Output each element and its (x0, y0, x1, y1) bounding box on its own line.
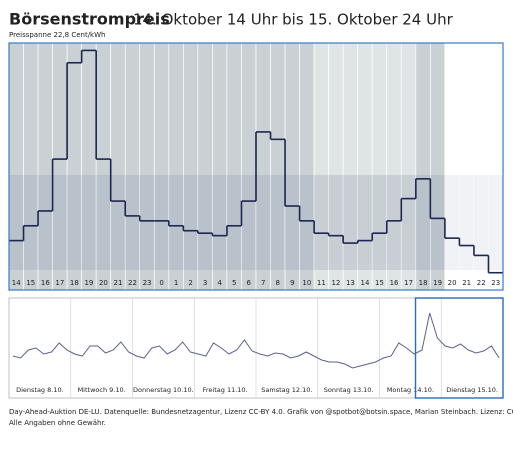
price-line (12, 312, 500, 369)
subtitle: Preisspanne 22,8 Cent/kWh (9, 31, 105, 39)
day-label: Dienstag 8.10. (16, 386, 64, 394)
range-band (314, 175, 329, 270)
x-tick-label: 20 (448, 279, 457, 287)
x-tick-label: 14 (12, 279, 21, 287)
day-label: Dienstag 15.10. (446, 386, 498, 394)
x-tick-label: 17 (404, 279, 413, 287)
range-band (386, 175, 402, 270)
x-tick-label: 1 (174, 279, 178, 287)
range-band (197, 175, 213, 270)
range-band (241, 175, 256, 270)
range-band (444, 175, 460, 270)
x-tick-label: 18 (419, 279, 428, 287)
range-band (372, 175, 387, 270)
day-label: Mittwoch 9.10. (78, 386, 126, 394)
x-tick-label: 19 (433, 279, 442, 287)
x-tick-label: 21 (462, 279, 471, 287)
x-tick-label: 6 (247, 279, 252, 287)
x-tick-label: 16 (41, 279, 50, 287)
x-tick-label: 9 (290, 279, 294, 287)
range-band (459, 175, 474, 270)
range-band (299, 175, 315, 270)
x-tick-label: 10 (302, 279, 311, 287)
footer-line: Day-Ahead-Auktion DE-LU. Datenquelle: Bu… (9, 408, 513, 416)
range-band (81, 175, 97, 270)
x-tick-label: 7 (261, 279, 265, 287)
x-tick-label: 21 (114, 279, 123, 287)
range-band (125, 175, 140, 270)
range-band (343, 175, 358, 270)
range-band (328, 175, 344, 270)
range-band (154, 175, 169, 270)
x-tick-label: 14 (361, 279, 370, 287)
period: 14. Oktober 14 Uhr bis 15. Oktober 24 Uh… (133, 11, 454, 29)
day-label: Freitag 11.10. (203, 386, 248, 394)
x-tick-label: 22 (128, 279, 137, 287)
range-band (256, 175, 271, 270)
x-tick-label: 15 (26, 279, 35, 287)
x-tick-label: 23 (143, 279, 152, 287)
x-tick-label: 4 (217, 279, 222, 287)
day-label: Samstag 12.10. (261, 386, 312, 394)
day-label: Montag 14.10. (387, 386, 434, 394)
range-band (473, 175, 489, 270)
frame (8, 42, 504, 291)
range-band (110, 175, 126, 270)
range-band (415, 175, 431, 270)
day-label: Donnerstag 10.10. (133, 386, 194, 394)
range-band (212, 175, 227, 270)
title: Börsenstrompreis (9, 10, 170, 29)
x-tick-label: 12 (331, 279, 340, 287)
range-band (357, 175, 373, 270)
x-tick-label: 5 (232, 279, 236, 287)
range-band (285, 175, 300, 270)
range-band (488, 175, 503, 270)
range-band (226, 175, 242, 270)
x-tick-label: 22 (477, 279, 486, 287)
range-band (23, 175, 39, 270)
day-label: Sonntag 13.10. (324, 386, 374, 394)
x-tick-label: 23 (491, 279, 500, 287)
range-band (430, 175, 445, 270)
range-band (67, 175, 82, 270)
range-band (9, 175, 24, 270)
x-tick-label: 8 (276, 279, 280, 287)
range-band (52, 175, 68, 270)
range-band (401, 175, 416, 270)
x-tick-label: 13 (346, 279, 355, 287)
range-band (168, 175, 184, 270)
x-tick-label: 2 (188, 279, 192, 287)
x-tick-label: 15 (375, 279, 384, 287)
footer-line: Alle Angaben ohne Gewähr. (9, 419, 106, 427)
x-tick-label: 20 (99, 279, 108, 287)
x-tick-label: 11 (317, 279, 326, 287)
range-band (96, 175, 111, 270)
range-band (270, 175, 286, 270)
range-band (183, 175, 198, 270)
x-tick-label: 19 (84, 279, 93, 287)
range-band (139, 175, 155, 270)
range-band (38, 175, 53, 270)
x-tick-label: 0 (159, 279, 163, 287)
x-tick-label: 18 (70, 279, 79, 287)
x-tick-label: 3 (203, 279, 207, 287)
x-tick-label: 16 (390, 279, 399, 287)
x-tick-label: 17 (55, 279, 64, 287)
selection (414, 297, 504, 399)
